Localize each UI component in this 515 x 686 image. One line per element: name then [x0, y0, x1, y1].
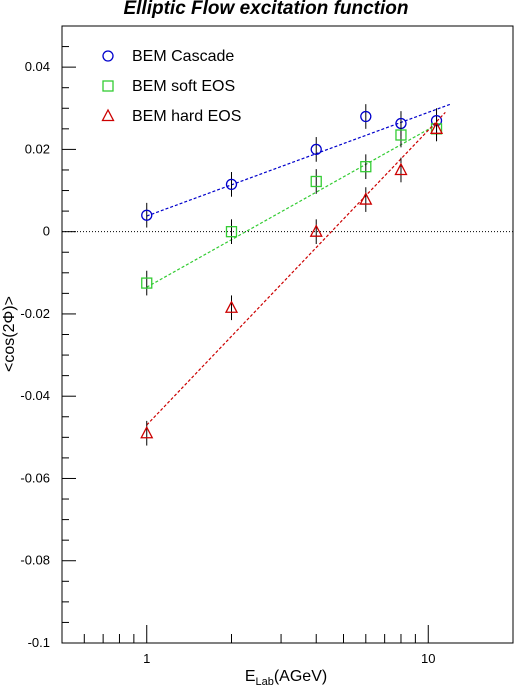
- series-bem-soft-eos: [141, 116, 443, 296]
- data-point-bem-hard-eos: [309, 224, 323, 237]
- data-point-bem-soft-eos: [395, 129, 407, 141]
- y-tick-label: -0.04: [20, 388, 50, 403]
- x-tick-label: 1: [143, 651, 150, 666]
- data-point-bem-cascade: [310, 143, 322, 156]
- data-point-bem-hard-eos: [429, 121, 444, 134]
- data-point-bem-cascade: [225, 178, 238, 191]
- data-point-bem-soft-eos: [360, 161, 372, 173]
- legend-marker-bem-cascade: [102, 50, 114, 62]
- plot-area: [62, 103, 513, 446]
- data-point-bem-soft-eos: [225, 226, 238, 238]
- y-tick-label: -0.1: [28, 635, 50, 650]
- legend-marker-bem-soft-eos: [102, 80, 114, 92]
- y-tick-label: -0.06: [20, 470, 50, 485]
- chart-title: Elliptic Flow excitation function: [123, 0, 408, 19]
- axes: -0.1 -0.08 -0.06 -0.04 -0.02 0 0.02 0.04 1 10: [20, 25, 514, 666]
- series-bem-hard-eos: [140, 111, 446, 446]
- y-axis-label: <cos(2Φ)>: [1, 296, 18, 372]
- fit-line-bem-soft-eos: [146, 124, 437, 288]
- data-point-bem-cascade: [141, 209, 153, 221]
- y-tick-label: -0.02: [20, 306, 50, 321]
- legend-label-bem-soft-eos: BEM soft EOS: [132, 78, 235, 95]
- y-tick-label: 0: [43, 224, 50, 239]
- legend: BEM Cascade BEM soft EOS BEM hard EOS: [101, 48, 241, 125]
- fit-line-bem-hard-eos: [146, 111, 446, 426]
- plot-frame: [61, 25, 514, 644]
- x-axis-label-main: E: [245, 668, 256, 685]
- legend-label-bem-hard-eos: BEM hard EOS: [132, 108, 241, 125]
- y-tick-label: 0.04: [25, 59, 50, 74]
- x-axis-label-rest: (AGeV): [274, 668, 327, 685]
- data-point-bem-soft-eos: [310, 175, 322, 188]
- data-point-bem-hard-eos: [394, 162, 408, 176]
- x-axis-label-sub: Lab: [255, 676, 273, 686]
- data-point-bem-hard-eos: [359, 192, 373, 205]
- y-tick-label: -0.08: [20, 553, 50, 568]
- data-point-bem-hard-eos: [140, 425, 154, 439]
- fit-line-bem-cascade: [146, 103, 451, 217]
- legend-marker-bem-hard-eos: [101, 108, 115, 122]
- data-point-bem-hard-eos: [224, 300, 239, 313]
- x-tick-label: 10: [421, 651, 435, 666]
- legend-label-bem-cascade: BEM Cascade: [132, 48, 234, 65]
- y-tick-label: 0.02: [25, 141, 50, 156]
- x-axis-label: ELab(AGeV): [245, 668, 327, 686]
- data-point-bem-cascade: [360, 110, 372, 123]
- data-point-bem-soft-eos: [141, 277, 153, 289]
